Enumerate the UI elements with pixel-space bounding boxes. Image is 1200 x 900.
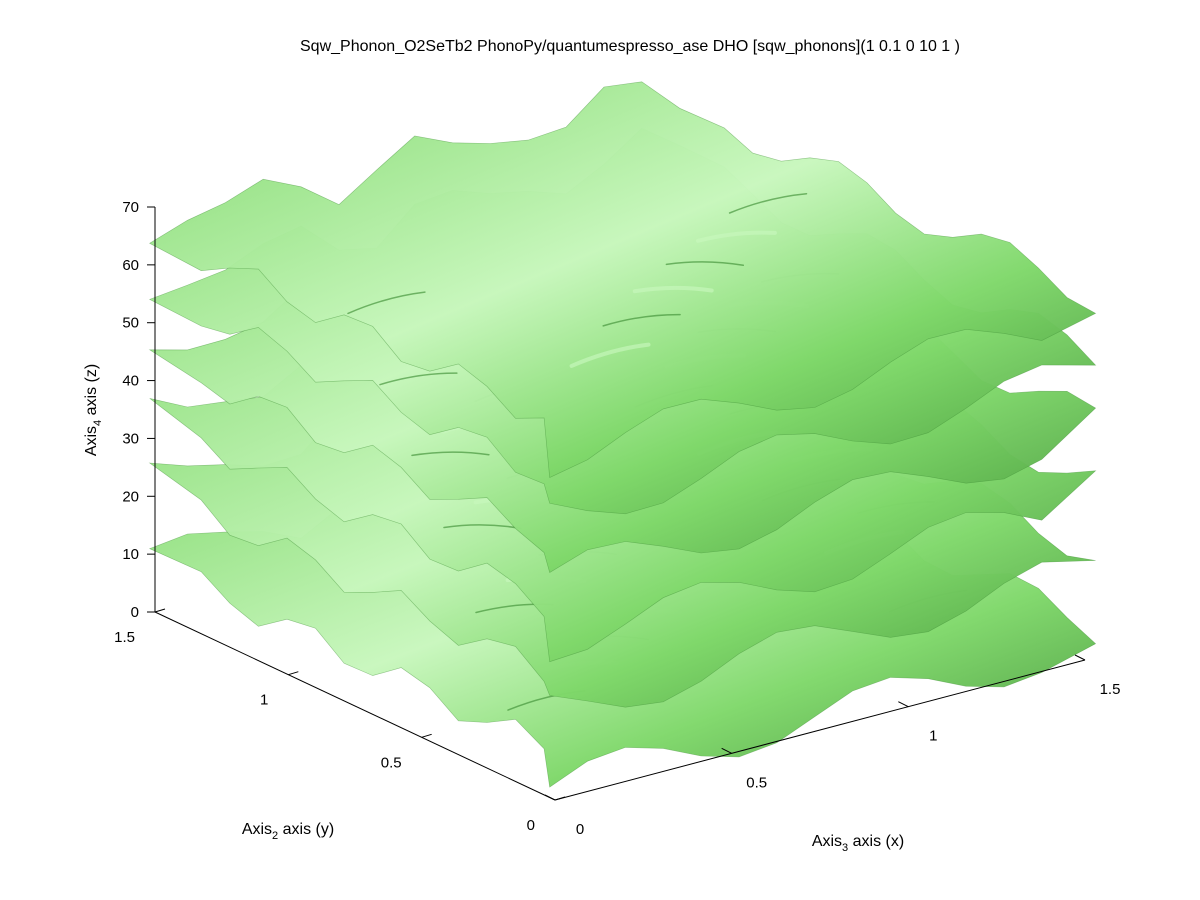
isosurface-sheet — [149, 81, 1097, 478]
z-axis-label: Axis4 axis (z) — [83, 364, 104, 456]
surface-ripple — [632, 285, 714, 294]
z-tick-label: 20 — [122, 488, 139, 505]
surface-ripple — [696, 230, 777, 243]
x-tick — [1074, 654, 1086, 661]
x-tick-label: 1.5 — [1100, 681, 1121, 698]
y-axis-line — [154, 611, 556, 801]
z-tick-label: 40 — [122, 373, 139, 390]
z-tick-label: 10 — [122, 546, 139, 563]
y-ticks: 0 0.5 1 1.5 — [114, 608, 566, 834]
y-tick-label: 0.5 — [381, 754, 402, 771]
axes — [154, 207, 1086, 801]
z-tick-label: 60 — [122, 257, 139, 274]
x-axis-label: Axis3 axis (x) — [812, 833, 904, 854]
z-ticks: 0 10 20 30 40 50 60 70 — [122, 199, 155, 621]
surface-ripple — [665, 261, 745, 267]
surface-ripple — [569, 342, 651, 368]
x-tick-label: 0.5 — [746, 774, 767, 791]
y-tick-label: 0 — [527, 817, 535, 834]
z-tick-label: 30 — [122, 430, 139, 447]
z-tick-label: 70 — [122, 199, 139, 216]
surface-ripple — [602, 313, 681, 327]
z-tick-label: 50 — [122, 315, 139, 332]
surface-ripple — [347, 291, 426, 315]
surface-ripple — [411, 451, 490, 457]
x-tick-label: 0 — [576, 821, 584, 838]
x-tick — [898, 701, 909, 708]
x-tick-label: 1 — [929, 728, 937, 745]
y-tick-label: 1 — [260, 692, 268, 709]
x-axis-line — [554, 659, 1086, 801]
chart-title: Sqw_Phonon_O2SeTb2 PhonoPy/quantumespres… — [300, 38, 960, 55]
isosurface — [148, 81, 1097, 788]
y-tick — [154, 608, 166, 613]
surface-ripple — [728, 192, 808, 214]
y-tick — [288, 671, 299, 676]
x-ticks: 0 0.5 1 1.5 — [544, 654, 1121, 838]
y-tick — [554, 796, 566, 801]
surface-ripple — [443, 524, 522, 530]
surface-ripple — [379, 372, 458, 386]
y-tick-label: 1.5 — [114, 629, 135, 646]
y-tick — [421, 733, 432, 738]
y-axis-label: Axis2 axis (y) — [242, 821, 334, 842]
x-tick — [544, 794, 556, 801]
x-tick — [721, 747, 732, 754]
z-tick-label: 0 — [131, 604, 139, 621]
